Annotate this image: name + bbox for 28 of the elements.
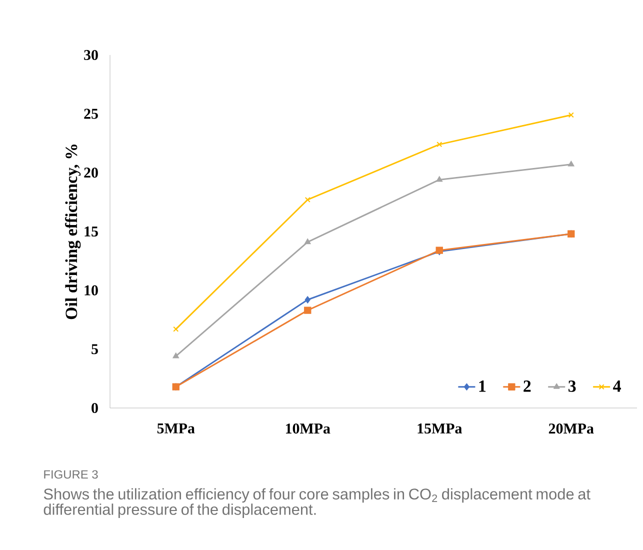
y-tick-label: 30 bbox=[84, 50, 98, 60]
point bbox=[436, 142, 442, 148]
legend-label: 2 bbox=[524, 380, 531, 392]
point bbox=[304, 306, 312, 314]
legend-label: 1 bbox=[479, 380, 486, 392]
point bbox=[173, 326, 179, 332]
point bbox=[304, 238, 311, 244]
x-tick-label: 20MPa bbox=[548, 424, 594, 434]
point bbox=[304, 197, 310, 202]
legend-label: 3 bbox=[568, 380, 576, 392]
y-tick-label: 0 bbox=[92, 402, 98, 414]
y-axis-title: Oil driving efficiency, % bbox=[65, 144, 81, 320]
point bbox=[568, 112, 574, 118]
point bbox=[568, 160, 574, 166]
caption: FIGURE 3 bbox=[44, 470, 98, 479]
x-tick-label: 10MPa bbox=[286, 424, 330, 434]
x-tick-label: 15MPa bbox=[418, 424, 462, 434]
y-tick-label: 10 bbox=[84, 285, 98, 296]
point bbox=[304, 296, 310, 304]
y-tick-label: 5 bbox=[92, 344, 98, 354]
y-tick-label: 15 bbox=[84, 226, 98, 236]
y-tick-label: 20 bbox=[84, 168, 98, 178]
text: Shows the utilization efficiency of four core samples in CO$_{2}$ displacement mode at differential pressure of the displacement. bbox=[44, 488, 590, 518]
point bbox=[436, 176, 443, 182]
x-tick-label: 5MPa bbox=[157, 424, 195, 434]
y-tick-label: 25 bbox=[84, 108, 98, 119]
point bbox=[172, 352, 180, 358]
legend-label: 4 bbox=[613, 380, 621, 392]
